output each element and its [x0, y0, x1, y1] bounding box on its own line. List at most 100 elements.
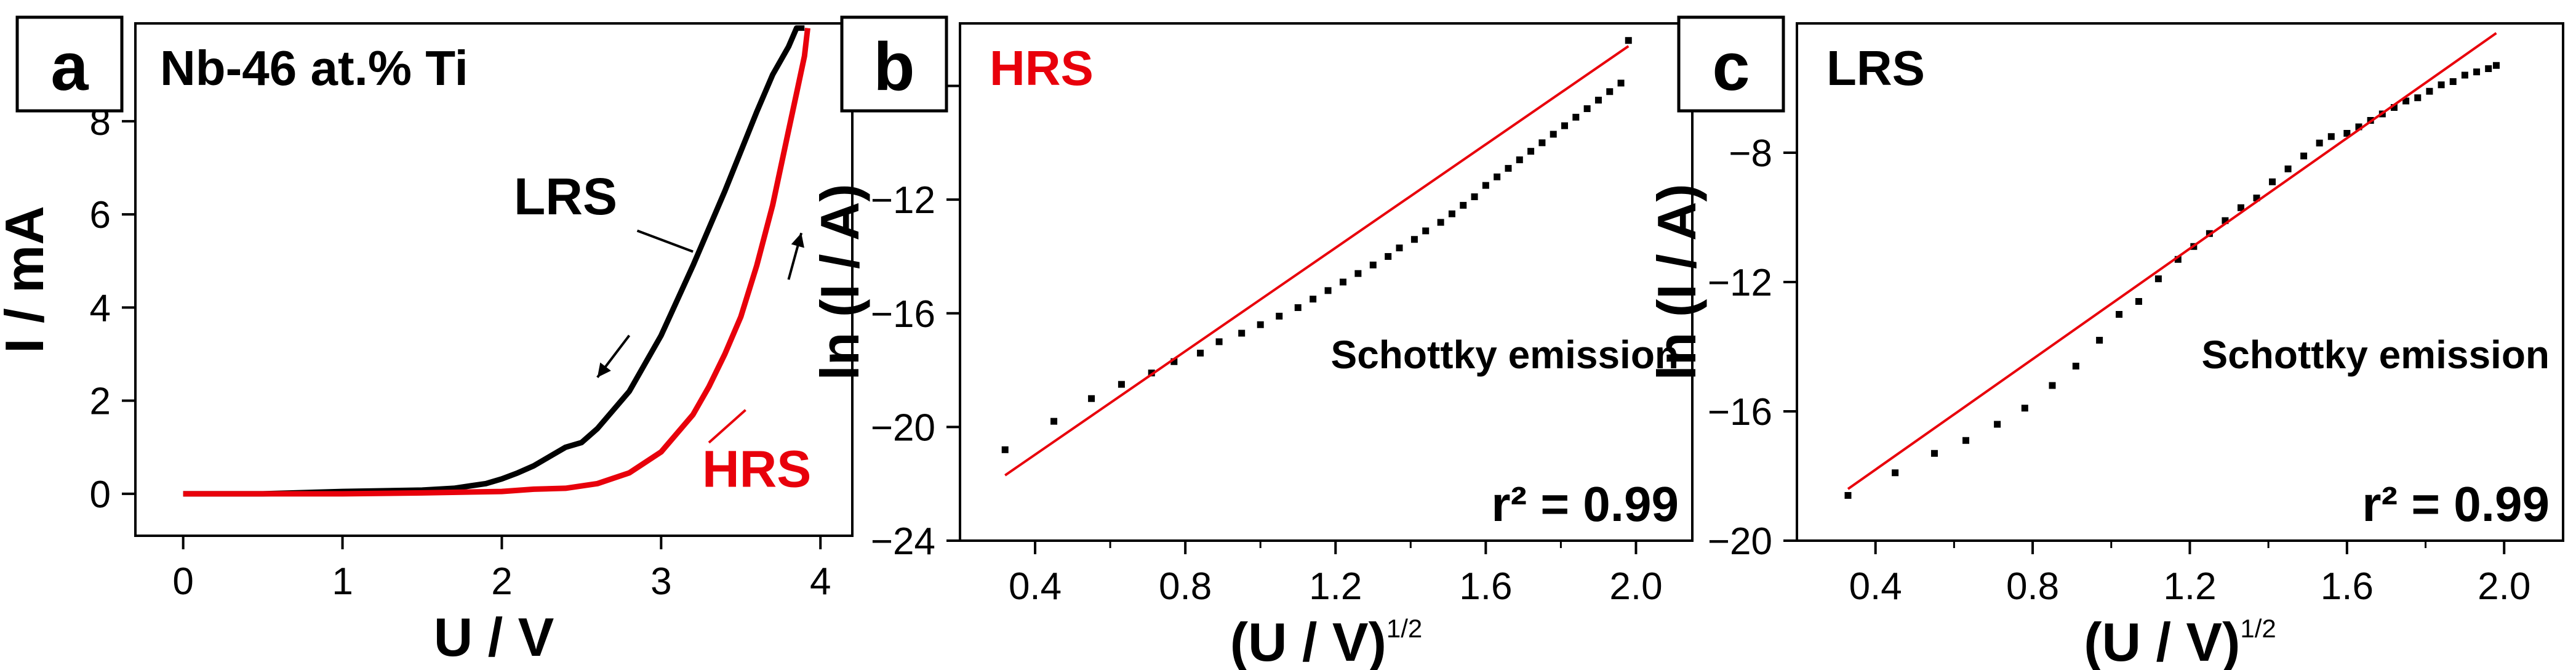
data-point [1561, 122, 1569, 129]
data-point [1276, 312, 1283, 320]
series-line-hrs [183, 28, 810, 497]
annotation-schottky: Schottky emission [2202, 333, 2550, 377]
panel-label-box [15, 15, 124, 113]
x-tick-label: 2.0 [1609, 565, 1662, 608]
annotation-lrs: LRS [514, 168, 617, 225]
y-tick-label: −16 [1708, 391, 1772, 434]
data-point [1994, 421, 2001, 428]
data-point [1625, 37, 1632, 44]
data-point [2426, 87, 2433, 95]
x-tick-label: 2.0 [2478, 565, 2530, 608]
data-point [2414, 94, 2422, 102]
data-point [2461, 71, 2468, 79]
data-point [1215, 338, 1223, 345]
data-point [2449, 78, 2457, 85]
x-tick-label: 0.4 [1849, 565, 1902, 608]
data-point [2327, 133, 2335, 140]
data-point [2072, 363, 2079, 369]
data-point [1572, 113, 1580, 121]
x-tick-label: 1.6 [2321, 565, 2374, 608]
y-tick-label: 4 [90, 287, 111, 329]
panel-label: a [50, 29, 89, 105]
data-point [2135, 298, 2142, 305]
y-tick-label: −12 [1708, 262, 1772, 304]
series-line-lrs [183, 25, 805, 497]
data-point [1606, 88, 1614, 95]
x-tick-label: 4 [810, 560, 831, 603]
x-tick-label: 1.2 [1309, 565, 1362, 608]
data-point [1594, 97, 1602, 104]
y-tick-label: −24 [871, 520, 935, 563]
data-point [1494, 173, 1501, 180]
data-point [1369, 261, 1377, 268]
data-point [2284, 165, 2292, 172]
data-point [1617, 79, 1625, 87]
data-point [1844, 492, 1852, 499]
data-point [1422, 227, 1430, 235]
data-point [1538, 139, 1546, 147]
y-tick-label: 2 [90, 381, 111, 423]
data-point [2390, 104, 2398, 111]
y-tick-label: −20 [1708, 520, 1772, 563]
y-tick-label: −8 [1729, 132, 1772, 175]
data-point [1550, 131, 1557, 138]
data-point [1118, 381, 1125, 388]
data-point [1310, 296, 1317, 303]
panel-c: 0.4 0.8 1.2 1.6 2.0 −8 −12 −16 −20 LRS Schottky em… [1646, 15, 2564, 670]
data-point [2316, 139, 2323, 147]
data-point [2269, 178, 2276, 185]
data-point [1324, 287, 1332, 294]
data-point [1930, 450, 1938, 457]
data-point [2222, 217, 2229, 224]
data-point [2485, 65, 2492, 72]
data-point [2174, 256, 2182, 263]
y-tick-label: 6 [90, 194, 111, 236]
data-point [1354, 270, 1362, 277]
y-axis-label: I / mA [0, 206, 55, 353]
data-point [2438, 81, 2445, 89]
x-tick-label: 2 [491, 560, 512, 603]
data-point [1385, 252, 1392, 260]
y-tick-label: −12 [871, 179, 935, 222]
annotation-schottky: Schottky emission [1331, 333, 1679, 377]
data-point [1482, 182, 1489, 189]
x-tick-label: 0.4 [1009, 565, 1062, 608]
data-point [1001, 446, 1009, 453]
y-axis-label: ln (I / A) [809, 184, 870, 380]
y-tick-label: −16 [871, 293, 935, 336]
data-point [2116, 311, 2123, 318]
data-point [1448, 210, 1455, 217]
data-point [1460, 201, 1467, 209]
x-tick-label: 1.6 [1459, 565, 1512, 608]
data-point [2021, 405, 2028, 412]
x-tick-label: 3 [650, 560, 671, 603]
data-point [1257, 321, 1264, 328]
plot-frame [1796, 22, 2564, 542]
data-point [1050, 418, 1058, 425]
y-tick-label: −20 [871, 406, 935, 449]
data-point [1962, 437, 1970, 444]
data-point [1505, 164, 1512, 172]
data-point [2237, 204, 2244, 211]
panel-label: b [873, 29, 914, 105]
annotation-hrs: HRS [702, 440, 811, 498]
sweep-arrow-down-head [597, 362, 611, 377]
data-point [1339, 278, 1346, 286]
data-point [1583, 105, 1591, 112]
inset-title: Nb-46 at.% Ti [160, 41, 468, 95]
data-point [1527, 148, 1535, 155]
x-tick-label: 1.2 [2163, 565, 2216, 608]
y-axis-label: ln (I / A) [1646, 184, 1707, 380]
fit-r2-label: r² = 0.99 [1491, 477, 1679, 531]
panel-label-box [1677, 15, 1785, 113]
data-point [2253, 195, 2260, 201]
data-point [2049, 382, 2056, 389]
plot-frame [134, 22, 854, 537]
data-point [2402, 97, 2410, 105]
data-point [2343, 130, 2351, 137]
data-point [2300, 152, 2308, 159]
data-point [1410, 236, 1418, 243]
x-tick-label: 1 [332, 560, 353, 603]
x-axis-label: (U / V)1/2 [2084, 611, 2276, 670]
